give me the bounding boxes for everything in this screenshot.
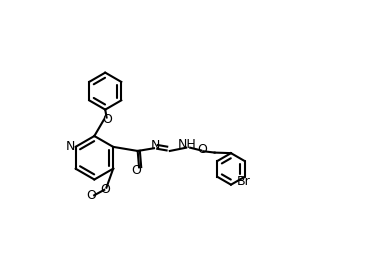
Text: NH: NH: [177, 138, 196, 151]
Text: N: N: [151, 139, 160, 152]
Text: O: O: [86, 189, 96, 202]
Text: Br: Br: [236, 175, 250, 188]
Text: O: O: [102, 113, 112, 126]
Text: O: O: [131, 163, 141, 177]
Text: N: N: [66, 140, 75, 153]
Text: O: O: [100, 183, 110, 196]
Text: O: O: [197, 143, 207, 156]
